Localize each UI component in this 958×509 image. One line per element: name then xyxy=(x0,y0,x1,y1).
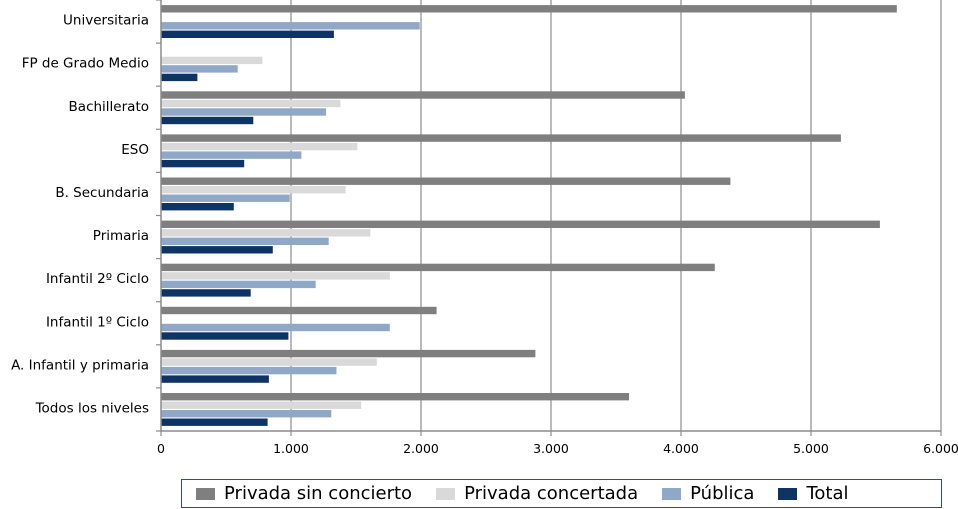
bar-privada-sin-concierto-universitaria xyxy=(161,5,897,13)
legend-swatch-privada-sin-concierto xyxy=(196,487,215,500)
category-label-eso: ESO xyxy=(121,142,149,158)
bar-privada-concertada-eso xyxy=(161,142,358,151)
x-tick-label-2: 2.000 xyxy=(403,441,439,456)
bar-privada-sin-concierto-infantil-2-ciclo xyxy=(161,263,715,272)
bar-total-b-secundaria xyxy=(161,203,234,211)
legend-swatch-publica xyxy=(662,487,682,500)
bar-privada-sin-concierto-b-secundaria xyxy=(161,177,731,185)
x-tick-label-1: 1.000 xyxy=(273,441,309,456)
bar-total-a-infantil-y-primaria xyxy=(161,375,269,383)
bar-total-primaria xyxy=(161,246,273,254)
category-label-todos-los-niveles: Todos los niveles xyxy=(35,400,149,416)
legend-item-privada-sin-concierto: Privada sin concierto xyxy=(196,483,412,504)
bar-privada-sin-concierto-primaria xyxy=(161,220,880,228)
category-label-infantil-1-ciclo: Infantil 1º Ciclo xyxy=(46,314,149,330)
category-label-b-secundaria: B. Secundaria xyxy=(55,185,149,201)
x-tick-label-0: 0 xyxy=(157,441,165,456)
bar-privada-concertada-bachillerato xyxy=(161,99,341,108)
legend-swatch-total xyxy=(778,487,798,500)
legend-item-total: Total xyxy=(778,483,848,504)
category-label-primaria: Primaria xyxy=(93,228,149,244)
legend-item-privada-concertada: Privada concertada xyxy=(436,483,638,504)
bar-privada-sin-concierto-infantil-1-ciclo xyxy=(161,306,437,315)
bar-publica-todos-los-niveles xyxy=(161,410,332,418)
bar-total-todos-los-niveles xyxy=(161,418,268,426)
bar-total-infantil-1-ciclo xyxy=(161,332,289,340)
legend: Privada sin concierto Privada concertada P… xyxy=(181,479,942,508)
bar-publica-universitaria xyxy=(161,22,420,30)
bar-publica-infantil-1-ciclo xyxy=(161,323,390,332)
axes xyxy=(156,0,942,436)
x-tick-label-5: 5.000 xyxy=(793,441,829,456)
bar-privada-sin-concierto-eso xyxy=(161,134,841,142)
bar-total-fp-de-grado-medio xyxy=(161,73,198,82)
category-label-infantil-2-ciclo: Infantil 2º Ciclo xyxy=(46,271,149,287)
legend-swatch-privada-concertada xyxy=(436,487,456,500)
bar-privada-sin-concierto-a-infantil-y-primaria xyxy=(161,349,536,358)
category-label-universitaria: Universitaria xyxy=(63,13,149,29)
category-labels: Universitaria FP de Grado Medio Bachillera… xyxy=(11,13,149,417)
bar-privada-concertada-infantil-2-ciclo xyxy=(161,272,390,280)
category-label-a-infantil-y-primaria: A. Infantil y primaria xyxy=(11,357,149,373)
bar-privada-concertada-primaria xyxy=(161,229,371,237)
bar-publica-fp-de-grado-medio xyxy=(161,65,238,73)
legend-label-total: Total xyxy=(806,483,849,504)
x-tick-label-4: 4.000 xyxy=(663,441,699,456)
x-tick-labels: 0 1.000 2.000 3.000 4.000 5.000 6.000 xyxy=(157,441,958,456)
bar-publica-a-infantil-y-primaria xyxy=(161,366,337,375)
bar-total-eso xyxy=(161,159,245,168)
bar-publica-eso xyxy=(161,151,302,159)
bar-privada-concertada-b-secundaria xyxy=(161,186,346,194)
legend-item-publica: Pública xyxy=(662,483,754,504)
bar-publica-infantil-2-ciclo xyxy=(161,280,316,289)
bar-privada-concertada-a-infantil-y-primaria xyxy=(161,358,377,366)
x-tick-label-6: 6.000 xyxy=(923,441,958,456)
legend-label-privada-concertada: Privada concertada xyxy=(464,483,639,504)
grid-lines xyxy=(290,0,942,431)
category-label-bachillerato: Bachillerato xyxy=(69,99,149,115)
bar-privada-sin-concierto-bachillerato xyxy=(161,91,685,99)
bar-total-infantil-2-ciclo xyxy=(161,289,251,297)
bar-privada-concertada-fp-de-grado-medio xyxy=(161,56,263,65)
bar-total-bachillerato xyxy=(161,116,254,125)
bar-publica-bachillerato xyxy=(161,108,327,116)
x-tick-label-3: 3.000 xyxy=(533,441,569,456)
bar-total-universitaria xyxy=(161,30,334,38)
bar-publica-b-secundaria xyxy=(161,194,290,202)
bar-publica-primaria xyxy=(161,237,329,245)
legend-label-privada-sin-concierto: Privada sin concierto xyxy=(224,483,413,504)
category-label-fp-de-grado-medio: FP de Grado Medio xyxy=(22,56,149,72)
bar-privada-sin-concierto-todos-los-niveles xyxy=(161,393,629,401)
legend-label-publica: Pública xyxy=(690,483,755,504)
bar-privada-concertada-todos-los-niveles xyxy=(161,401,362,409)
bars xyxy=(161,5,897,426)
